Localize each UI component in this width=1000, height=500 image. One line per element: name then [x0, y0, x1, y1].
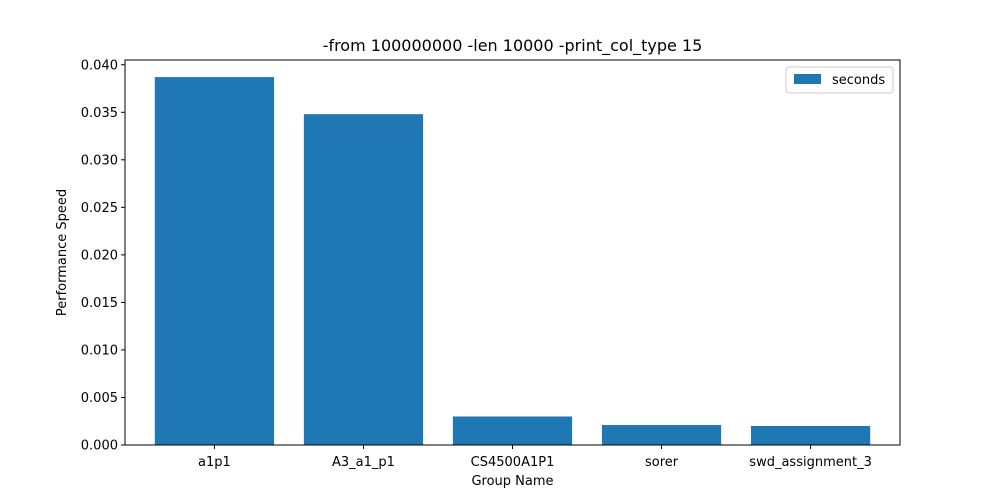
bar-cs4500a1p1: [452, 416, 573, 445]
y-tick-label: 0.035: [81, 106, 118, 121]
x-tick-label: a1p1: [198, 455, 231, 470]
y-tick-label: 0.030: [81, 153, 118, 168]
x-tick-label: swd_assignment_3: [749, 455, 872, 470]
y-axis-label: Performance Speed: [55, 189, 70, 316]
x-tick-label: CS4500A1P1: [471, 455, 555, 470]
legend: seconds: [785, 66, 894, 94]
y-tick-label: 0.015: [81, 296, 118, 311]
y-tick-label: 0.000: [81, 439, 118, 454]
y-tick-label: 0.020: [81, 248, 118, 263]
bar-a3-a1-p1: [303, 114, 424, 445]
bar-a1p1: [154, 77, 275, 446]
chart-title: -from 100000000 -len 10000 -print_col_ty…: [323, 36, 703, 56]
legend-swatch: [794, 74, 821, 84]
legend-label: seconds: [832, 73, 885, 88]
y-tick-label: 0.025: [81, 201, 118, 216]
x-axis-label: Group Name: [471, 474, 553, 489]
bar-swd-assignment-3: [750, 425, 871, 445]
legend-box: [785, 66, 894, 94]
y-axis: 0.000 0.005 0.010 0.015 0.020 0.025 0.030 0.035…: [81, 58, 125, 454]
y-tick-label: 0.040: [81, 58, 118, 73]
bar-sorer: [601, 425, 722, 445]
x-tick-label: A3_a1_p1: [332, 455, 395, 470]
y-tick-label: 0.005: [81, 391, 118, 406]
x-axis: a1p1 A3_a1_p1 CS4500A1P1 sorer swd_assignmen…: [198, 445, 872, 470]
x-tick-label: sorer: [645, 455, 679, 470]
plot-frame: [124, 59, 901, 446]
y-tick-label: 0.010: [81, 343, 118, 358]
bars-layer: [154, 77, 871, 446]
